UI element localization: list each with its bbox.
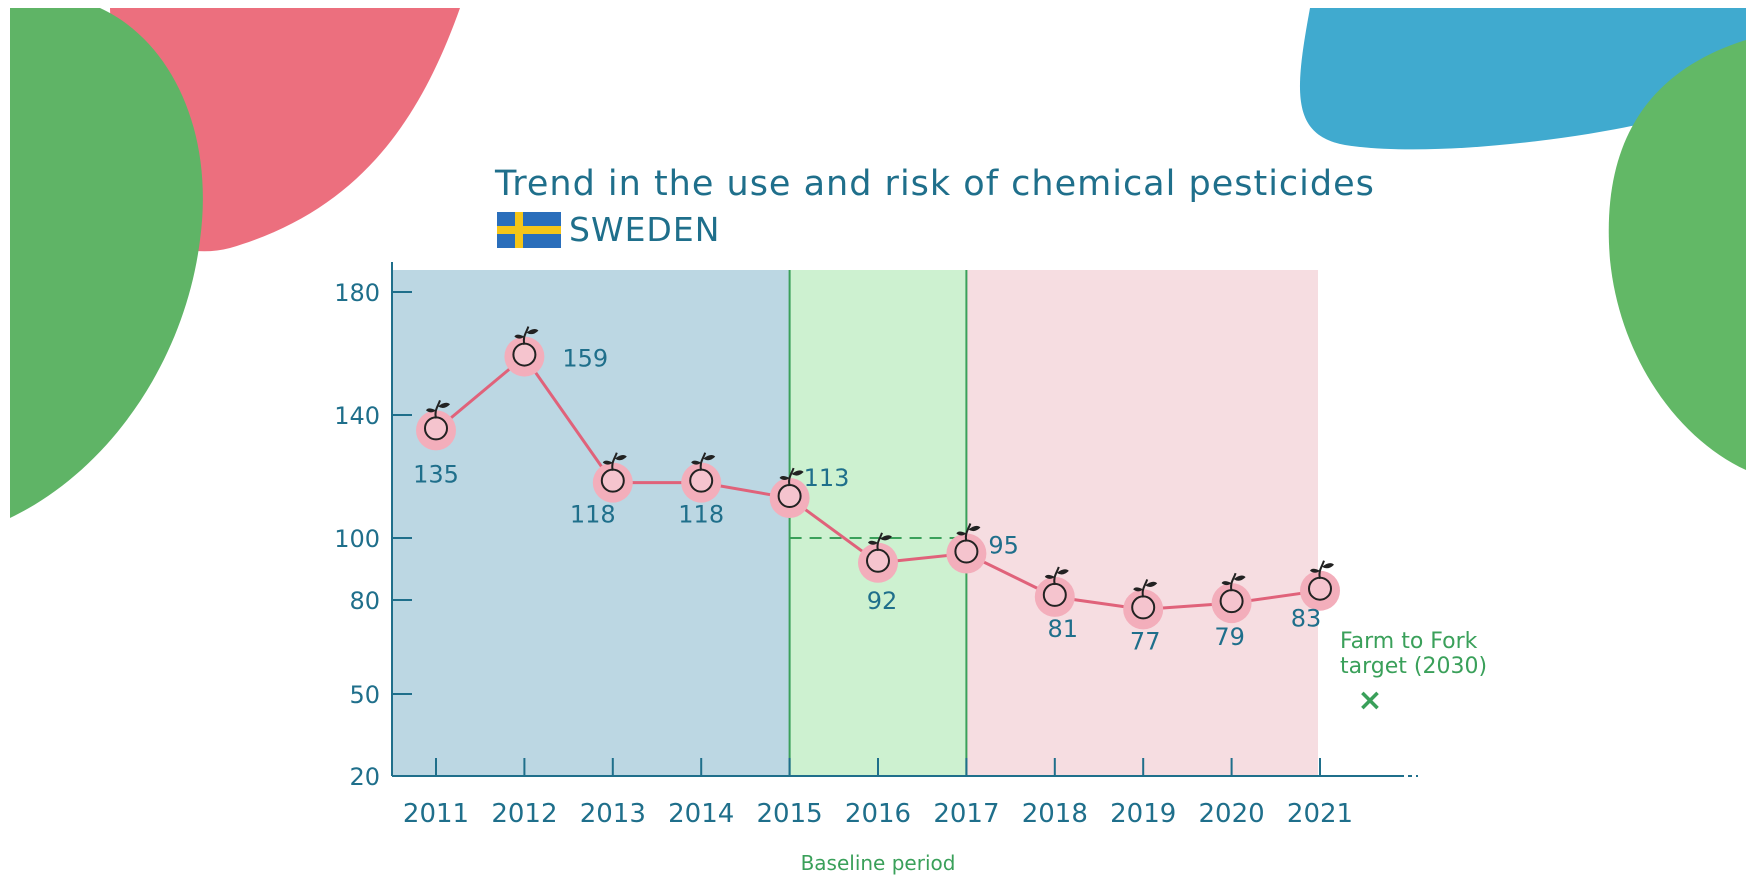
target-label-line2: target (2030)	[1340, 654, 1487, 679]
x-tick-label: 2019	[1110, 799, 1176, 829]
sprout-icon	[611, 452, 618, 471]
sprout-icon	[1230, 572, 1237, 592]
pesticide-icon	[1219, 589, 1244, 614]
country-label: SWEDEN	[497, 210, 720, 249]
sprout-leaf-icon	[868, 540, 878, 545]
pesticide-icon	[689, 468, 714, 493]
baseline-period-band	[789, 270, 967, 776]
sprout-icon	[1318, 560, 1325, 579]
pesticide-icon	[954, 539, 979, 564]
pesticide-icon	[512, 342, 537, 367]
pesticide-icon	[866, 548, 890, 573]
x-tick-label: 2013	[580, 799, 646, 829]
sprout-leaf-icon	[1221, 581, 1232, 586]
x-tick-label: 2015	[757, 799, 823, 829]
chart-title: Trend in the use and risk of chemical pe…	[495, 164, 1375, 204]
target-label-line1: Farm to Fork	[1340, 629, 1478, 654]
sprout-leaf-icon	[1145, 581, 1158, 587]
sprout-leaf-icon	[880, 535, 892, 541]
sprout-leaf-icon	[1310, 568, 1320, 573]
data-label: 159	[562, 345, 608, 373]
sweden-flag-icon	[497, 211, 561, 248]
y-tick-label: 50	[349, 681, 380, 709]
y-tick-label: 180	[334, 279, 380, 307]
data-label: 135	[413, 460, 459, 488]
sprout-leaf-icon	[526, 328, 539, 335]
x-tick-label: 2012	[491, 799, 557, 829]
data-label: 118	[678, 501, 724, 529]
sprout-leaf-icon	[1322, 563, 1334, 569]
data-label: 81	[1048, 615, 1079, 643]
sprout-leaf-icon	[691, 460, 702, 465]
y-tick-label: 80	[349, 587, 380, 615]
sprout-leaf-icon	[1056, 569, 1069, 575]
pesticide-icon	[600, 468, 625, 493]
data-label: 113	[804, 464, 850, 492]
sprout-leaf-icon	[514, 334, 525, 339]
sprout-icon	[699, 452, 707, 471]
target-marker-icon: ×	[1357, 683, 1382, 718]
x-tick-label: 2016	[845, 799, 911, 829]
sprout-leaf-icon	[968, 525, 981, 532]
pesticide-icon	[1308, 576, 1332, 601]
sprout-leaf-icon	[779, 476, 790, 481]
y-tick-label: 140	[334, 402, 380, 430]
sprout-icon	[788, 467, 795, 487]
pesticide-icon	[1042, 582, 1067, 607]
data-label: 95	[988, 532, 1019, 560]
sprout-icon	[1141, 579, 1149, 598]
x-tick-label: 2021	[1287, 799, 1353, 829]
sprout-icon	[434, 400, 441, 419]
x-tick-label: 2018	[1022, 799, 1088, 829]
sprout-icon	[876, 532, 883, 552]
sprout-leaf-icon	[1133, 587, 1144, 592]
data-label: 77	[1130, 627, 1161, 655]
data-label: 118	[570, 501, 616, 529]
blue-leaf-icon	[1299, 8, 1746, 150]
sprout-leaf-icon	[1044, 574, 1055, 579]
period-before-baseline	[392, 270, 790, 776]
green-leaf-right-icon	[1608, 40, 1746, 470]
sprout-leaf-icon	[703, 455, 716, 461]
x-tick-label: 2011	[403, 799, 469, 829]
pesticide-icon	[424, 416, 448, 441]
x-tick-label: 2014	[668, 799, 734, 829]
period-after-baseline	[966, 270, 1318, 776]
sprout-icon	[964, 523, 972, 542]
sprout-leaf-icon	[1233, 575, 1246, 581]
x-tick-label: 2020	[1199, 799, 1265, 829]
pesticide-icon	[777, 484, 802, 509]
sprout-leaf-icon	[438, 402, 450, 408]
country-name: SWEDEN	[569, 210, 721, 249]
data-label: 92	[867, 587, 898, 615]
sprout-leaf-icon	[426, 408, 436, 413]
green-leaf-left-icon	[10, 8, 203, 518]
pesticide-icon	[1131, 595, 1156, 620]
data-label: 83	[1291, 605, 1322, 633]
x-tick-label: 2017	[933, 799, 999, 829]
y-tick-label: 100	[334, 525, 380, 553]
data-label: 79	[1214, 623, 1245, 651]
sprout-icon	[1053, 566, 1060, 586]
y-tick-label: 20	[349, 763, 380, 791]
sprout-icon	[522, 326, 530, 345]
sprout-leaf-icon	[614, 455, 627, 461]
sprout-leaf-icon	[956, 531, 967, 536]
baseline-period-label: Baseline period	[801, 851, 956, 875]
sprout-leaf-icon	[602, 460, 613, 465]
sprout-leaf-icon	[791, 470, 804, 476]
